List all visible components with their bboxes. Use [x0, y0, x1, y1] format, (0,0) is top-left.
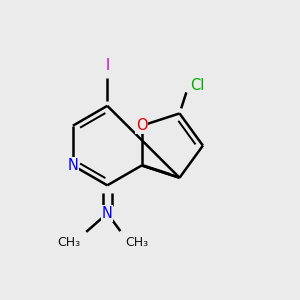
Text: I: I: [105, 58, 110, 74]
Text: O: O: [136, 118, 148, 133]
Text: Cl: Cl: [190, 78, 205, 93]
Text: N: N: [68, 158, 78, 173]
Text: N: N: [102, 206, 113, 221]
Text: CH₃: CH₃: [125, 236, 148, 249]
Text: CH₃: CH₃: [58, 236, 81, 249]
